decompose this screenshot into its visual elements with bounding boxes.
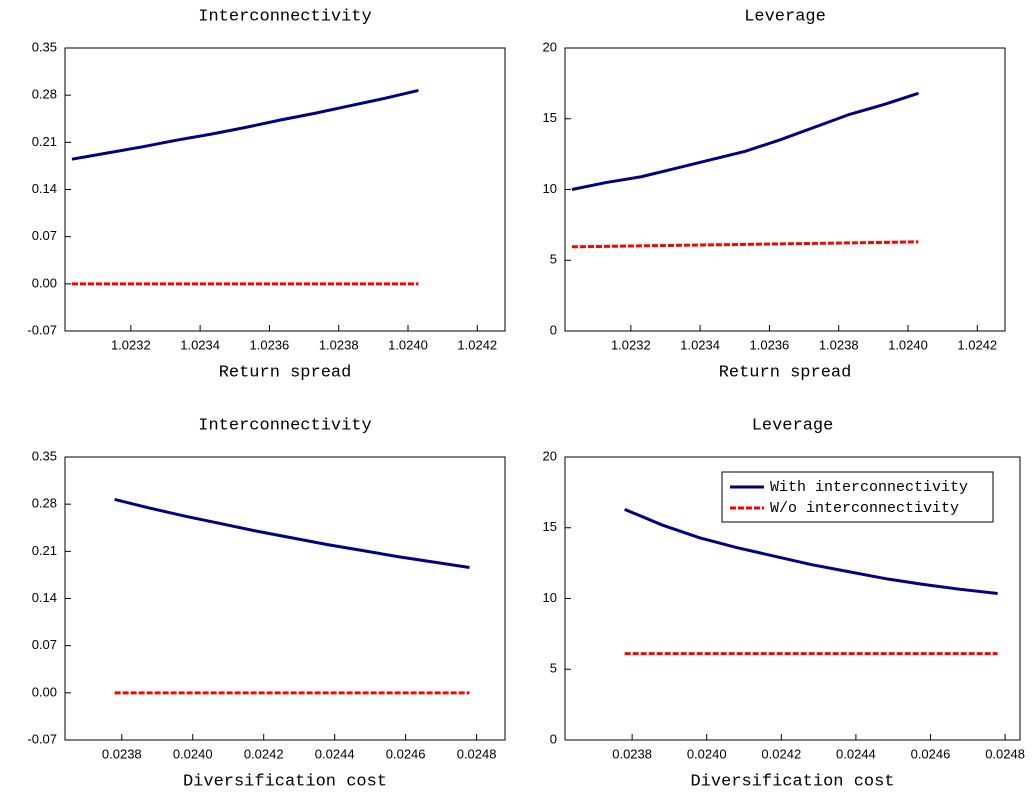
y-tick-label: 0.35 xyxy=(32,448,57,463)
chart-title: Interconnectivity xyxy=(198,7,371,26)
y-tick-label: 0.28 xyxy=(32,496,57,511)
y-tick-label: 0.00 xyxy=(32,275,57,290)
y-tick-label: 5 xyxy=(550,661,557,676)
x-tick-label: 1.0236 xyxy=(250,337,290,352)
y-tick-label: -0.07 xyxy=(27,731,57,746)
x-tick-label: 0.0238 xyxy=(102,746,142,761)
x-tick-label: 0.0242 xyxy=(244,746,284,761)
y-tick-label: 0.21 xyxy=(32,543,57,558)
y-tick-label: 0 xyxy=(550,731,557,746)
x-axis-label: Return spread xyxy=(719,363,852,382)
x-tick-label: 1.0232 xyxy=(111,337,151,352)
y-tick-label: -0.07 xyxy=(27,322,57,337)
x-tick-label: 0.0246 xyxy=(386,746,426,761)
x-axis-label: Diversification cost xyxy=(690,772,894,791)
x-tick-label: 0.0248 xyxy=(985,746,1025,761)
x-tick-label: 0.0240 xyxy=(173,746,213,761)
x-tick-label: 0.0248 xyxy=(457,746,497,761)
x-tick-label: 1.0234 xyxy=(680,337,720,352)
y-tick-label: 0.14 xyxy=(32,181,57,196)
x-tick-label: 1.0238 xyxy=(319,337,359,352)
series-line xyxy=(571,91,919,191)
x-tick-label: 0.0246 xyxy=(911,746,951,761)
chart-title: Leverage xyxy=(752,416,834,435)
series-line xyxy=(571,240,919,249)
y-tick-label: 0.14 xyxy=(32,590,57,605)
y-tick-label: 5 xyxy=(550,252,557,267)
y-tick-label: 10 xyxy=(543,181,557,196)
y-tick-label: 0.00 xyxy=(32,684,57,699)
x-tick-label: 1.0242 xyxy=(457,337,497,352)
y-tick-label: 0.07 xyxy=(32,637,57,652)
y-tick-label: 0 xyxy=(550,322,557,337)
y-tick-label: 0.07 xyxy=(32,228,57,243)
y-tick-label: 10 xyxy=(543,590,557,605)
y-tick-label: 0.21 xyxy=(32,134,57,149)
legend-label: W/o interconnectivity xyxy=(770,500,959,517)
plot-frame xyxy=(64,47,506,332)
x-tick-label: 1.0232 xyxy=(611,337,651,352)
x-axis-label: Diversification cost xyxy=(183,772,387,791)
y-tick-label: 0.35 xyxy=(32,39,57,54)
series-line xyxy=(71,88,419,161)
x-tick-label: 0.0244 xyxy=(836,746,876,761)
x-tick-label: 1.0238 xyxy=(819,337,859,352)
y-tick-label: 15 xyxy=(543,110,557,125)
series-line xyxy=(624,507,998,596)
plot-frame xyxy=(64,456,506,741)
x-tick-label: 0.0238 xyxy=(612,746,652,761)
legend-label: With interconnectivity xyxy=(770,479,968,496)
y-tick-label: 20 xyxy=(543,448,557,463)
x-tick-label: 0.0242 xyxy=(761,746,801,761)
x-axis-label: Return spread xyxy=(219,363,352,382)
x-tick-label: 1.0234 xyxy=(180,337,220,352)
chart-title: Interconnectivity xyxy=(198,416,371,435)
plot-frame xyxy=(564,47,1006,332)
x-tick-label: 1.0240 xyxy=(388,337,428,352)
y-tick-label: 20 xyxy=(543,39,557,54)
x-tick-label: 0.0240 xyxy=(687,746,727,761)
legend-box xyxy=(721,471,994,523)
series-line xyxy=(114,497,470,569)
y-tick-label: 15 xyxy=(543,519,557,534)
y-tick-label: 0.28 xyxy=(32,87,57,102)
chart-title: Leverage xyxy=(744,7,826,26)
x-tick-label: 0.0244 xyxy=(315,746,355,761)
x-tick-label: 1.0240 xyxy=(888,337,928,352)
x-tick-label: 1.0236 xyxy=(750,337,790,352)
x-tick-label: 1.0242 xyxy=(957,337,997,352)
